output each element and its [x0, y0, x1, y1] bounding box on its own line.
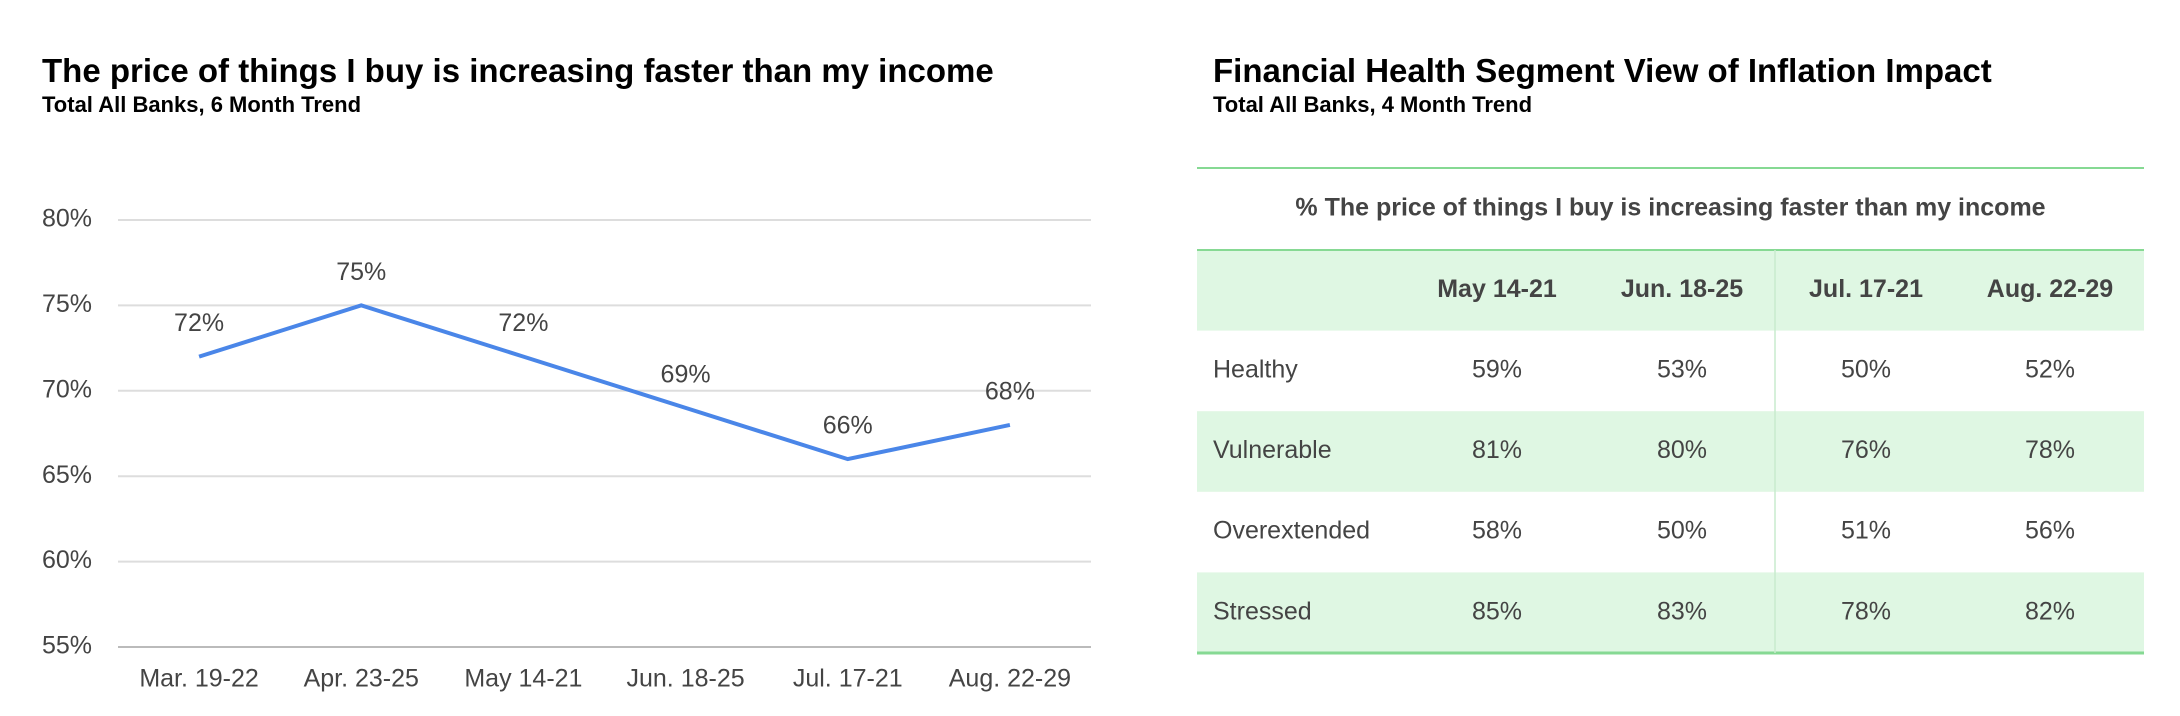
x-tick-label: Jul. 17-21 — [793, 665, 903, 693]
row-label: Overextended — [1213, 517, 1370, 545]
y-tick-label: 75% — [42, 290, 92, 318]
cell: 80% — [1657, 436, 1707, 464]
x-tick-label: Apr. 23-25 — [304, 665, 419, 693]
cell: 59% — [1472, 356, 1522, 384]
x-tick-label: May 14-21 — [464, 665, 582, 693]
row-label: Vulnerable — [1213, 436, 1332, 464]
x-tick-label: Jun. 18-25 — [627, 665, 745, 693]
row-label: Stressed — [1213, 597, 1312, 625]
cell: 50% — [1841, 356, 1891, 384]
table-title: Financial Health Segment View of Inflati… — [1213, 52, 1992, 89]
data-label: 72% — [498, 309, 548, 337]
cell: 58% — [1472, 517, 1522, 545]
y-tick-label: 55% — [42, 632, 92, 660]
header-bg — [1197, 250, 2144, 331]
data-label: 72% — [174, 309, 224, 337]
column-header: Jul. 17-21 — [1809, 275, 1923, 303]
cell: 81% — [1472, 436, 1522, 464]
column-header: May 14-21 — [1437, 275, 1557, 303]
y-tick-label: 80% — [42, 205, 92, 233]
cell: 76% — [1841, 436, 1891, 464]
row-bg — [1197, 572, 2144, 653]
y-tick-label: 60% — [42, 546, 92, 574]
x-tick-label: Mar. 19-22 — [139, 665, 259, 693]
row-bg — [1197, 411, 2144, 492]
column-header: Aug. 22-29 — [1987, 275, 2113, 303]
data-label: 68% — [985, 378, 1035, 406]
cell: 83% — [1657, 597, 1707, 625]
line — [198, 303, 1011, 462]
column-header: Jun. 18-25 — [1621, 275, 1743, 303]
row-label: Healthy — [1213, 356, 1298, 384]
data-label: 75% — [336, 258, 386, 286]
table-caption: % The price of things I buy is increasin… — [1295, 194, 2045, 222]
chart-title: The price of things I buy is increasing … — [42, 52, 994, 89]
cell: 52% — [2025, 356, 2075, 384]
cell: 53% — [1657, 356, 1707, 384]
cell: 51% — [1841, 517, 1891, 545]
cell: 56% — [2025, 517, 2075, 545]
cell: 85% — [1472, 597, 1522, 625]
x-tick-label: Aug. 22-29 — [949, 665, 1071, 693]
chart-subtitle: Total All Banks, 6 Month Trend — [42, 92, 361, 117]
data-label: 66% — [823, 412, 873, 440]
table-subtitle: Total All Banks, 4 Month Trend — [1213, 92, 1532, 117]
y-tick-label: 70% — [42, 375, 92, 403]
cell: 50% — [1657, 517, 1707, 545]
cell: 82% — [2025, 597, 2075, 625]
cell: 78% — [2025, 436, 2075, 464]
cell: 78% — [1841, 597, 1891, 625]
y-tick-label: 65% — [42, 461, 92, 489]
data-label: 69% — [661, 360, 711, 388]
